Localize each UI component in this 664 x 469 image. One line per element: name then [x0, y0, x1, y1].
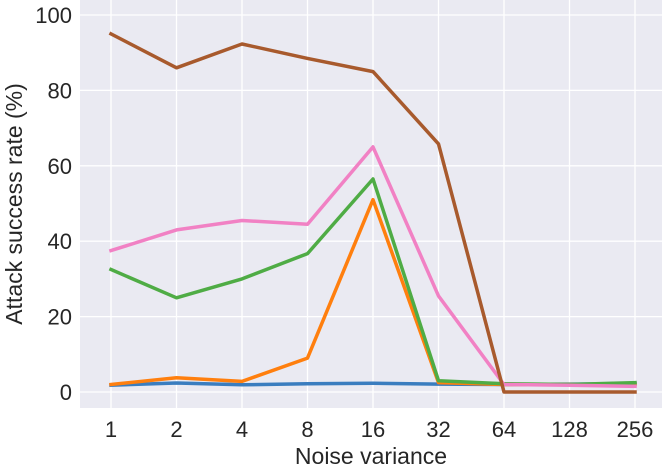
x-tick-label: 256: [617, 417, 654, 442]
series-line-4: [108, 145, 637, 389]
series-line-5: [108, 31, 637, 394]
x-tick-label: 64: [492, 417, 516, 442]
y-axis-label: Attack success rate (%): [1, 83, 27, 325]
y-tick-label: 60: [48, 154, 72, 179]
y-tick-labels: 0 20 40 60 80 100: [35, 3, 72, 405]
x-tick-label: 32: [426, 417, 450, 442]
x-tick-label: 1: [105, 417, 117, 442]
y-tick-label: 80: [48, 78, 72, 103]
y-tick-label: 40: [48, 229, 72, 254]
y-tick-label: 20: [48, 305, 72, 330]
x-tick-label: 16: [361, 417, 385, 442]
x-tick-label: 128: [551, 417, 588, 442]
x-tick-label: 8: [301, 417, 313, 442]
x-axis-label: Noise variance: [295, 443, 447, 469]
x-tick-labels: 1 2 4 8 16 32 64 128 256: [105, 417, 653, 442]
y-tick-label: 0: [60, 380, 72, 405]
series-lines: [108, 31, 637, 394]
x-tick-label: 2: [170, 417, 182, 442]
x-tick-label: 4: [236, 417, 248, 442]
y-tick-label: 100: [35, 3, 72, 28]
